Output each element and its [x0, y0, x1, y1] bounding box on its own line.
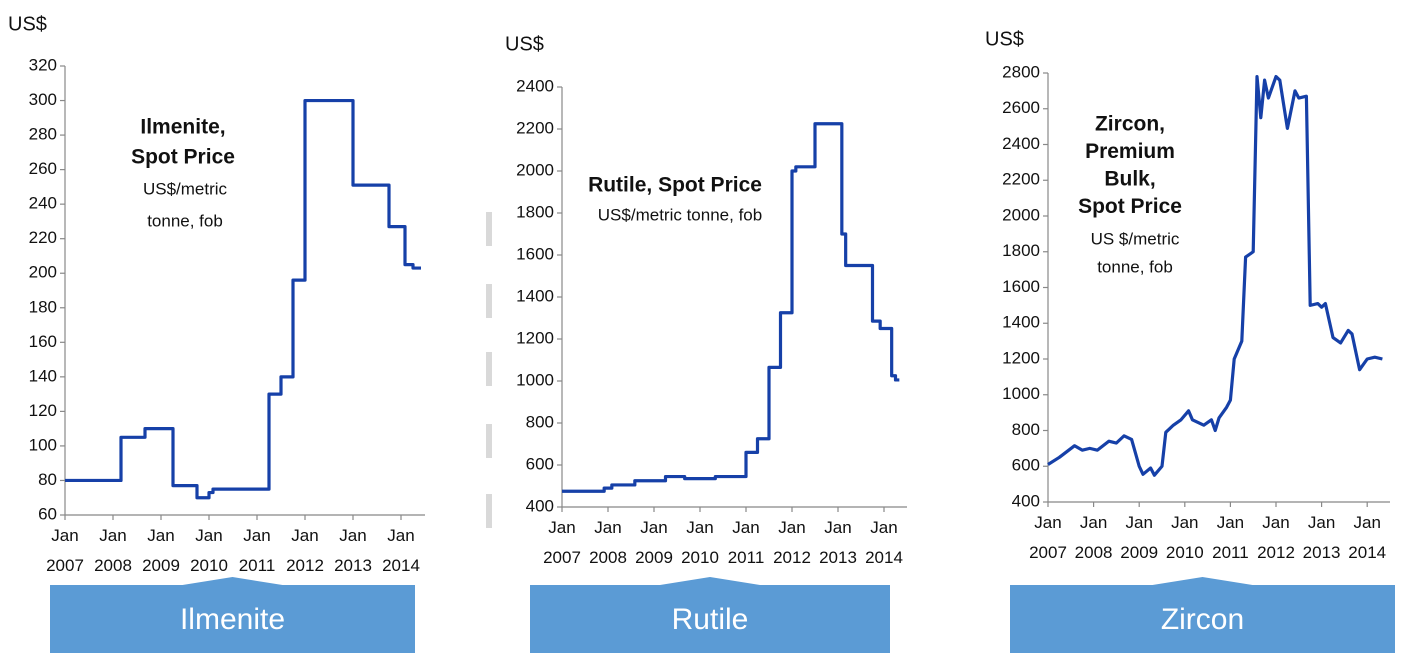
y-tick-label: 1200	[516, 328, 554, 347]
annotation-subtitle: tonne, fob	[147, 211, 223, 230]
x-tick-label: Jan 2009	[1120, 513, 1158, 562]
unit-label: US$	[985, 28, 1024, 50]
y-tick-label: 160	[29, 332, 57, 351]
x-tick-label: Jan 2010	[1166, 513, 1204, 562]
y-tick-label: 1400	[516, 286, 554, 305]
x-tick-label: Jan 2014	[1348, 513, 1386, 562]
y-tick-label: 600	[526, 454, 554, 473]
y-tick-label: 1800	[516, 202, 554, 221]
annotation-title: Spot Price	[1078, 195, 1182, 218]
y-tick-label: 800	[1012, 420, 1040, 439]
y-tick-label: 280	[29, 125, 57, 144]
y-tick-label: 1000	[1002, 384, 1040, 403]
annotation-subtitle: tonne, fob	[1097, 257, 1173, 276]
annotation-title: Bulk,	[1104, 168, 1155, 191]
annotation-subtitle: US$/metric tonne, fob	[598, 205, 762, 224]
annotation-subtitle: US $/metric	[1091, 229, 1180, 248]
y-tick-label: 300	[29, 90, 57, 109]
y-tick-label: 240	[29, 194, 57, 213]
y-tick-label: 140	[29, 366, 57, 385]
decoration	[486, 212, 492, 528]
gray-dash	[486, 284, 492, 318]
x-tick-label: Jan 2007	[1029, 513, 1067, 562]
caption-box	[530, 577, 890, 653]
y-tick-label: 60	[38, 504, 57, 523]
y-tick-label: 200	[29, 263, 57, 282]
y-tick-label: 2000	[516, 160, 554, 179]
y-tick-label: 1600	[1002, 277, 1040, 296]
y-tick-label: 100	[29, 435, 57, 454]
y-tick-label: 1400	[1002, 313, 1040, 332]
x-tick-label: Jan 2007	[46, 526, 84, 575]
y-tick-label: 2800	[1002, 62, 1040, 81]
y-tick-label: 1600	[516, 244, 554, 263]
x-tick-label: Jan 2013	[1303, 513, 1341, 562]
caption-box	[1010, 577, 1395, 653]
y-tick-label: 400	[526, 496, 554, 515]
y-tick-label: 80	[38, 470, 57, 489]
caption-label: Ilmenite	[180, 603, 285, 636]
x-tick-label: Jan 2012	[1257, 513, 1295, 562]
y-tick-label: 2400	[1002, 134, 1040, 153]
gray-dash	[486, 352, 492, 386]
x-tick-label: Jan 2012	[773, 518, 811, 567]
x-tick-label: Jan 2014	[865, 518, 903, 567]
y-tick-label: 600	[1012, 456, 1040, 475]
x-tick-label: Jan 2009	[635, 518, 673, 567]
y-tick-label: 260	[29, 159, 57, 178]
annotation-title: Ilmenite,	[140, 116, 225, 139]
y-tick-label: 2000	[1002, 205, 1040, 224]
gray-dash	[486, 424, 492, 458]
gray-dash	[486, 212, 492, 246]
y-tick-label: 800	[526, 412, 554, 431]
x-tick-label: Jan 2011	[1212, 513, 1249, 562]
unit-label: US$	[505, 33, 544, 55]
x-tick-label: Jan 2008	[94, 526, 132, 575]
annotation-title: Premium	[1085, 140, 1175, 163]
y-tick-label: 120	[29, 401, 57, 420]
y-tick-label: 1000	[516, 370, 554, 389]
x-tick-label: Jan 2007	[543, 518, 581, 567]
annotation-title: Rutile, Spot Price	[588, 174, 762, 197]
x-tick-label: Jan 2010	[190, 526, 228, 575]
annotation-title: Zircon,	[1095, 113, 1165, 136]
price-line	[1047, 74, 1383, 477]
y-tick-label: 2200	[516, 118, 554, 137]
x-tick-label: Jan 2013	[819, 518, 857, 567]
y-tick-label: 180	[29, 297, 57, 316]
y-tick-label: 320	[29, 55, 57, 74]
x-tick-label: Jan 2010	[681, 518, 719, 567]
price-line	[65, 98, 421, 500]
x-tick-label: Jan 2013	[334, 526, 372, 575]
x-tick-label: Jan 2012	[286, 526, 324, 575]
caption-label: Zircon	[1161, 603, 1244, 636]
x-tick-label: Jan 2011	[728, 518, 765, 567]
x-tick-label: Jan 2014	[382, 526, 420, 575]
y-tick-label: 1200	[1002, 348, 1040, 367]
y-tick-label: 2200	[1002, 170, 1040, 189]
y-tick-label: 400	[1012, 491, 1040, 510]
y-tick-label: 1800	[1002, 241, 1040, 260]
caption-label: Rutile	[672, 603, 749, 636]
x-tick-label: Jan 2008	[589, 518, 627, 567]
x-tick-label: Jan 2008	[1075, 513, 1113, 562]
annotation-title: Spot Price	[131, 146, 235, 169]
annotation-subtitle: US$/metric	[143, 179, 228, 198]
gray-dash	[486, 494, 492, 528]
caption-box	[50, 577, 415, 653]
price-line	[562, 122, 900, 493]
y-tick-label: 2600	[1002, 98, 1040, 117]
y-tick-label: 2400	[516, 76, 554, 95]
y-tick-label: 220	[29, 228, 57, 247]
unit-label: US$	[8, 13, 47, 35]
x-tick-label: Jan 2011	[239, 526, 276, 575]
x-tick-label: Jan 2009	[142, 526, 180, 575]
